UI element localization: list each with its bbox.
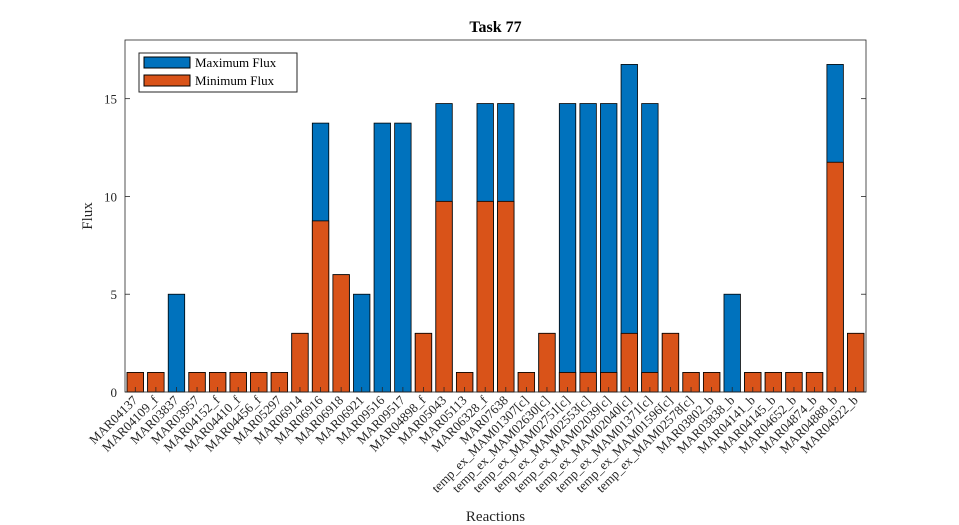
plot-frame: [124, 39, 867, 393]
bar-max-22: [558, 103, 577, 393]
legend-swatch-maximum-flux: [143, 56, 191, 69]
bar-max-12: [353, 293, 371, 393]
y-axis-label: Flux: [80, 202, 96, 230]
x-axis-label: Reactions: [466, 509, 525, 525]
bar-max-26: [641, 103, 659, 393]
y-tick-label-0: 0: [111, 385, 118, 400]
bar-max-13: [373, 122, 391, 393]
y-tick-labels: 0 5 10 15: [104, 92, 117, 400]
legend: Maximum Flux Minimum Flux: [138, 52, 298, 93]
bar-min-16: [435, 200, 453, 393]
legend-swatch-minimum-flux: [143, 74, 191, 87]
y-tick-label-1: 5: [111, 287, 118, 302]
bar-max-23: [579, 103, 597, 393]
bar-max-30: [723, 293, 741, 393]
bar-min-11: [332, 274, 350, 393]
bar-max-3: [167, 293, 186, 393]
bar-min-19: [497, 200, 515, 393]
chart-title: Task 77: [469, 19, 521, 36]
bar-min-25: [620, 332, 638, 393]
bar-min-35: [826, 161, 844, 393]
bar-max-14: [394, 122, 412, 393]
axes-group: [124, 39, 867, 393]
y-tick-label-2: 10: [104, 189, 117, 204]
x-tick-labels: MAR04137MAR04109_fMAR03837MAR03957MAR041…: [86, 392, 861, 495]
legend-label-minimum-flux: Minimum Flux: [195, 73, 275, 88]
bar-max-24: [600, 103, 618, 393]
bar-min-21: [538, 332, 556, 393]
y-tick-label-3: 15: [104, 92, 117, 107]
bar-min-10: [311, 220, 330, 393]
bar-min-15: [414, 332, 433, 393]
bar-min-27: [661, 332, 680, 393]
bar-min-9: [291, 332, 309, 393]
legend-label-maximum-flux: Maximum Flux: [195, 55, 277, 70]
bar-min-18: [476, 200, 494, 393]
bar-min-36: [847, 332, 865, 393]
